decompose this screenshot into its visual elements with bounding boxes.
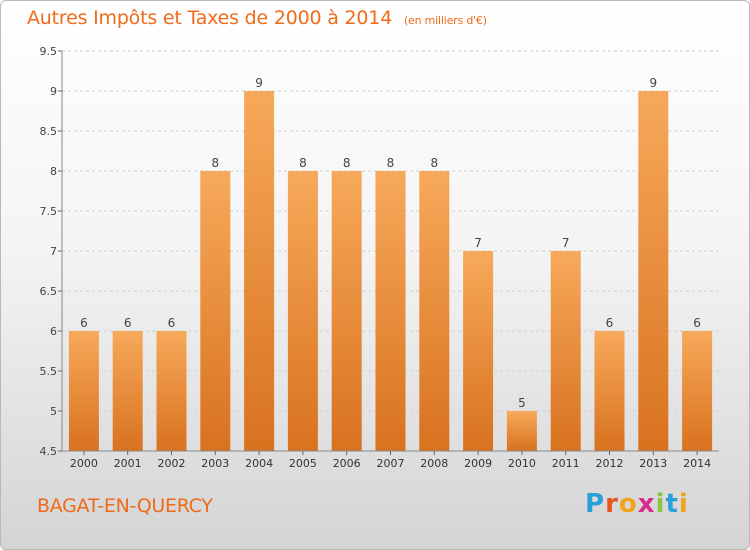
y-tick-label: 8 — [50, 165, 57, 178]
bar-value-label: 6 — [124, 316, 132, 330]
bar-value-label: 8 — [211, 156, 219, 170]
y-tick-label: 4.5 — [40, 445, 58, 458]
bar-value-label: 6 — [168, 316, 176, 330]
x-tick-label: 2001 — [114, 457, 142, 470]
x-tick-label: 2009 — [464, 457, 492, 470]
bar-2003 — [200, 171, 231, 451]
y-tick-label: 6 — [50, 325, 57, 338]
x-tick-label: 2013 — [639, 457, 667, 470]
logo-letter: o — [618, 489, 638, 519]
commune-name: BAGAT-EN-QUERCY — [37, 495, 213, 517]
bar-value-label: 9 — [255, 76, 263, 90]
bar-value-label: 9 — [649, 76, 657, 90]
proxiti-logo: Proxiti — [585, 489, 689, 519]
bar-2012 — [594, 331, 625, 451]
bar-value-label: 8 — [387, 156, 395, 170]
bar-2004 — [244, 91, 275, 451]
x-tick-label: 2008 — [420, 457, 448, 470]
y-tick-label: 8.5 — [40, 125, 58, 138]
logo-letter: t — [665, 489, 679, 519]
y-tick-label: 5 — [50, 405, 57, 418]
bar-value-label: 8 — [299, 156, 307, 170]
logo-letter: x — [637, 489, 656, 519]
x-tick-label: 2007 — [377, 457, 405, 470]
bar-2011 — [550, 251, 581, 451]
logo-letter: i — [678, 489, 689, 519]
bar-2002 — [156, 331, 187, 451]
bar-value-label: 6 — [693, 316, 701, 330]
bar-value-label: 6 — [80, 316, 88, 330]
x-tick-label: 2005 — [289, 457, 317, 470]
bar-value-label: 5 — [518, 396, 526, 410]
x-tick-label: 2002 — [158, 457, 186, 470]
x-tick-label: 2014 — [683, 457, 711, 470]
x-tick-label: 2003 — [201, 457, 229, 470]
y-tick-label: 5.5 — [40, 365, 58, 378]
y-tick-label: 9.5 — [40, 45, 58, 58]
bar-value-label: 8 — [430, 156, 438, 170]
x-tick-label: 2006 — [333, 457, 361, 470]
bar-2007 — [375, 171, 406, 451]
bar-value-label: 6 — [606, 316, 614, 330]
y-tick-label: 7.5 — [40, 205, 58, 218]
bar-value-label: 7 — [474, 236, 482, 250]
bar-2013 — [638, 91, 669, 451]
y-tick-label: 7 — [50, 245, 57, 258]
logo-letter: i — [655, 489, 666, 519]
bar-value-label: 8 — [343, 156, 351, 170]
x-tick-label: 2010 — [508, 457, 536, 470]
x-tick-label: 2000 — [70, 457, 98, 470]
chart-title: Autres Impôts et Taxes de 2000 à 2014 (e… — [27, 7, 487, 29]
bar-2009 — [463, 251, 494, 451]
bar-2006 — [331, 171, 362, 451]
bar-2008 — [419, 171, 450, 451]
bar-2000 — [68, 331, 99, 451]
bar-2010 — [506, 411, 537, 451]
y-tick-label: 9 — [50, 85, 57, 98]
bar-value-label: 7 — [562, 236, 570, 250]
logo-letter: r — [605, 489, 619, 519]
chart-subtitle: (en milliers d'€) — [403, 14, 487, 27]
logo-letter: P — [585, 489, 606, 519]
x-tick-label: 2012 — [596, 457, 624, 470]
bar-2014 — [682, 331, 713, 451]
y-tick-label: 6.5 — [40, 285, 58, 298]
x-tick-label: 2004 — [245, 457, 273, 470]
x-tick-label: 2011 — [552, 457, 580, 470]
chart-title-text: Autres Impôts et Taxes de 2000 à 2014 — [27, 7, 393, 29]
bar-2005 — [287, 171, 318, 451]
bar-2001 — [112, 331, 143, 451]
